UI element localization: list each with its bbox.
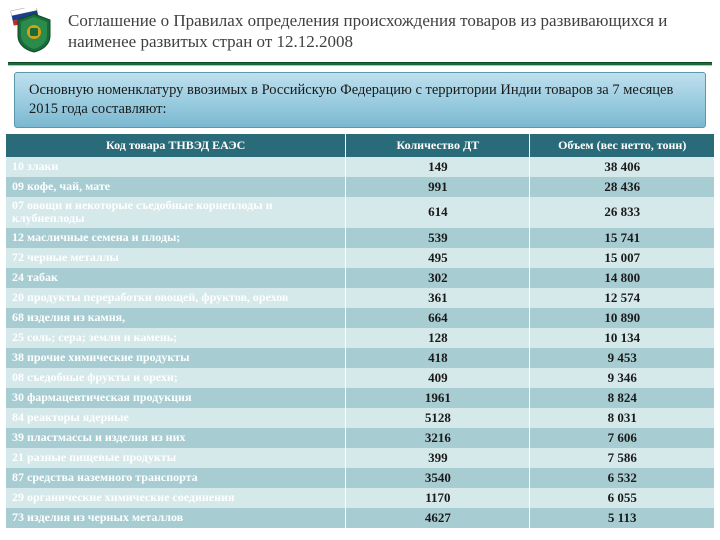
cell-vol: 10 890 [530, 308, 714, 328]
cell-vol: 9 453 [530, 348, 714, 368]
cell-name: 08 съедобные фрукты и орехи; [6, 368, 346, 388]
customs-emblem-icon [10, 8, 58, 56]
cell-vol: 6 532 [530, 468, 714, 488]
table-header-row: Код товара ТНВЭД ЕАЭС Количество ДТ Объе… [6, 134, 714, 157]
cell-name: 38 прочие химические продукты [6, 348, 346, 368]
slide-title: Соглашение о Правилах определения происх… [68, 8, 704, 53]
table-row: 84 реакторы ядерные51288 031 [6, 408, 714, 428]
cell-name: 30 фармацевтическая продукция [6, 388, 346, 408]
cell-name: 09 кофе, чай, мате [6, 177, 346, 197]
cell-name: 12 масличные семена и плоды; [6, 228, 346, 248]
cell-qty: 991 [346, 177, 530, 197]
header-divider [8, 62, 712, 66]
cell-name: 84 реакторы ядерные [6, 408, 346, 428]
cell-vol: 7 606 [530, 428, 714, 448]
col-header-code: Код товара ТНВЭД ЕАЭС [6, 134, 346, 157]
table-row: 29 органические химические соединения117… [6, 488, 714, 508]
cell-name: 07 овощи и некоторые съедобные корнеплод… [6, 197, 346, 229]
cell-vol: 8 031 [530, 408, 714, 428]
cell-qty: 5128 [346, 408, 530, 428]
cell-qty: 1170 [346, 488, 530, 508]
cell-qty: 409 [346, 368, 530, 388]
cell-vol: 26 833 [530, 197, 714, 229]
cell-vol: 28 436 [530, 177, 714, 197]
cell-name: 87 средства наземного транспорта [6, 468, 346, 488]
cell-vol: 38 406 [530, 157, 714, 177]
table-row: 72 черные металлы49515 007 [6, 248, 714, 268]
cell-qty: 399 [346, 448, 530, 468]
slide-header: Соглашение о Правилах определения происх… [0, 0, 720, 62]
table-row: 12 масличные семена и плоды;53915 741 [6, 228, 714, 248]
cell-qty: 361 [346, 288, 530, 308]
intro-banner: Основную номенклатуру ввозимых в Российс… [14, 72, 706, 128]
table-row: 21 разные пищевые продукты3997 586 [6, 448, 714, 468]
cell-qty: 664 [346, 308, 530, 328]
cell-vol: 5 113 [530, 508, 714, 528]
goods-table: Код товара ТНВЭД ЕАЭС Количество ДТ Объе… [6, 134, 714, 529]
cell-name: 10 злаки [6, 157, 346, 177]
cell-qty: 614 [346, 197, 530, 229]
cell-qty: 149 [346, 157, 530, 177]
cell-vol: 8 824 [530, 388, 714, 408]
table-row: 09 кофе, чай, мате99128 436 [6, 177, 714, 197]
cell-vol: 7 586 [530, 448, 714, 468]
cell-name: 24 табак [6, 268, 346, 288]
table-row: 73 изделия из черных металлов46275 113 [6, 508, 714, 528]
cell-name: 29 органические химические соединения [6, 488, 346, 508]
cell-qty: 1961 [346, 388, 530, 408]
cell-qty: 302 [346, 268, 530, 288]
cell-name: 39 пластмассы и изделия из них [6, 428, 346, 448]
col-header-qty: Количество ДТ [346, 134, 530, 157]
cell-qty: 539 [346, 228, 530, 248]
cell-vol: 9 346 [530, 368, 714, 388]
table-row: 39 пластмассы и изделия из них32167 606 [6, 428, 714, 448]
cell-name: 72 черные металлы [6, 248, 346, 268]
cell-name: 20 продукты переработки овощей, фруктов,… [6, 288, 346, 308]
col-header-vol: Объем (вес нетто, тонн) [530, 134, 714, 157]
table-row: 07 овощи и некоторые съедобные корнеплод… [6, 197, 714, 229]
table-row: 68 изделия из камня,66410 890 [6, 308, 714, 328]
table-row: 87 средства наземного транспорта35406 53… [6, 468, 714, 488]
table-row: 10 злаки14938 406 [6, 157, 714, 177]
table-row: 25 соль; сера; земли и камень;12810 134 [6, 328, 714, 348]
cell-name: 25 соль; сера; земли и камень; [6, 328, 346, 348]
table-row: 30 фармацевтическая продукция19618 824 [6, 388, 714, 408]
cell-vol: 10 134 [530, 328, 714, 348]
cell-vol: 14 800 [530, 268, 714, 288]
cell-qty: 495 [346, 248, 530, 268]
table-row: 24 табак30214 800 [6, 268, 714, 288]
cell-qty: 4627 [346, 508, 530, 528]
goods-table-wrap: Код товара ТНВЭД ЕАЭС Количество ДТ Объе… [0, 134, 720, 529]
table-row: 38 прочие химические продукты4189 453 [6, 348, 714, 368]
cell-name: 73 изделия из черных металлов [6, 508, 346, 528]
table-row: 20 продукты переработки овощей, фруктов,… [6, 288, 714, 308]
cell-vol: 12 574 [530, 288, 714, 308]
cell-qty: 128 [346, 328, 530, 348]
cell-qty: 3216 [346, 428, 530, 448]
cell-qty: 3540 [346, 468, 530, 488]
slide: Соглашение о Правилах определения происх… [0, 0, 720, 540]
cell-qty: 418 [346, 348, 530, 368]
table-row: 08 съедобные фрукты и орехи;4099 346 [6, 368, 714, 388]
cell-name: 21 разные пищевые продукты [6, 448, 346, 468]
cell-vol: 6 055 [530, 488, 714, 508]
cell-vol: 15 007 [530, 248, 714, 268]
cell-name: 68 изделия из камня, [6, 308, 346, 328]
cell-vol: 15 741 [530, 228, 714, 248]
